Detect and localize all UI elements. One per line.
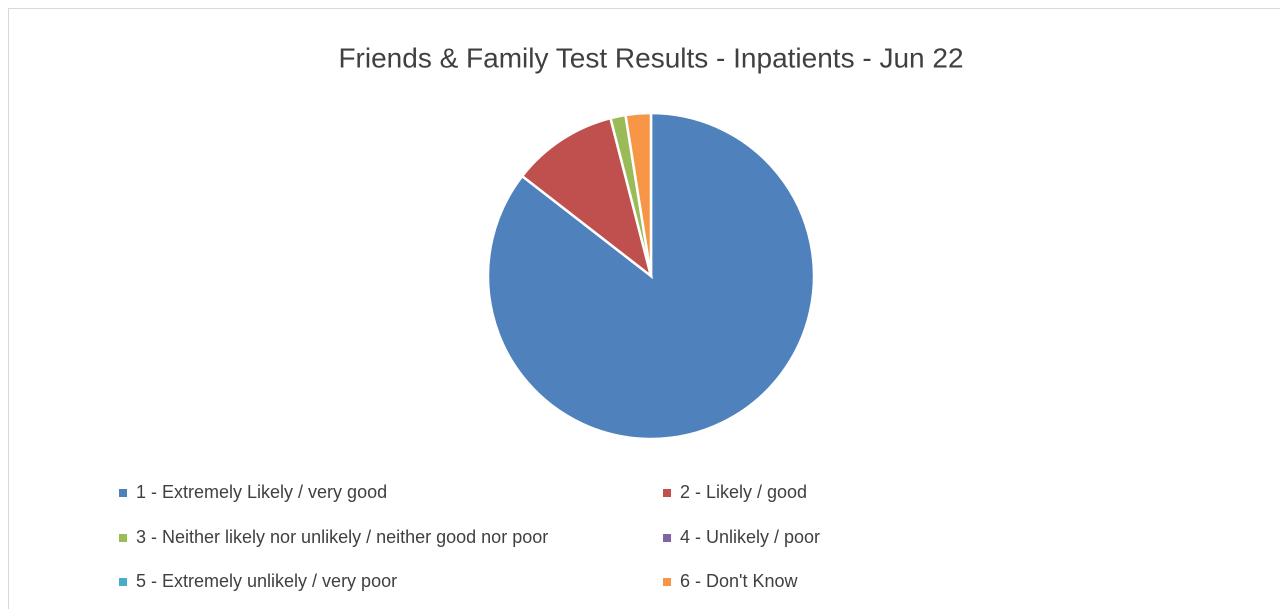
legend-swatch	[663, 489, 671, 497]
pie-slice	[520, 116, 654, 280]
legend-swatch	[663, 534, 671, 542]
legend-label: 3 - Neither likely nor unlikely / neithe…	[136, 527, 548, 547]
legend-swatch	[663, 578, 671, 586]
pie-slice	[486, 111, 816, 441]
legend-label: 5 - Extremely unlikely / very poor	[136, 571, 397, 591]
legend-swatch	[119, 534, 127, 542]
legend-label: 6 - Don't Know	[680, 571, 798, 591]
legend-label: 4 - Unlikely / poor	[680, 527, 820, 547]
legend-label: 1 - Extremely Likely / very good	[136, 482, 387, 502]
chart-title: Friends & Family Test Results - Inpatien…	[338, 42, 963, 73]
legend-swatch	[119, 578, 127, 586]
legend-label: 2 - Likely / good	[680, 482, 807, 502]
legend-swatch	[119, 489, 127, 497]
pie-slice	[624, 111, 653, 277]
